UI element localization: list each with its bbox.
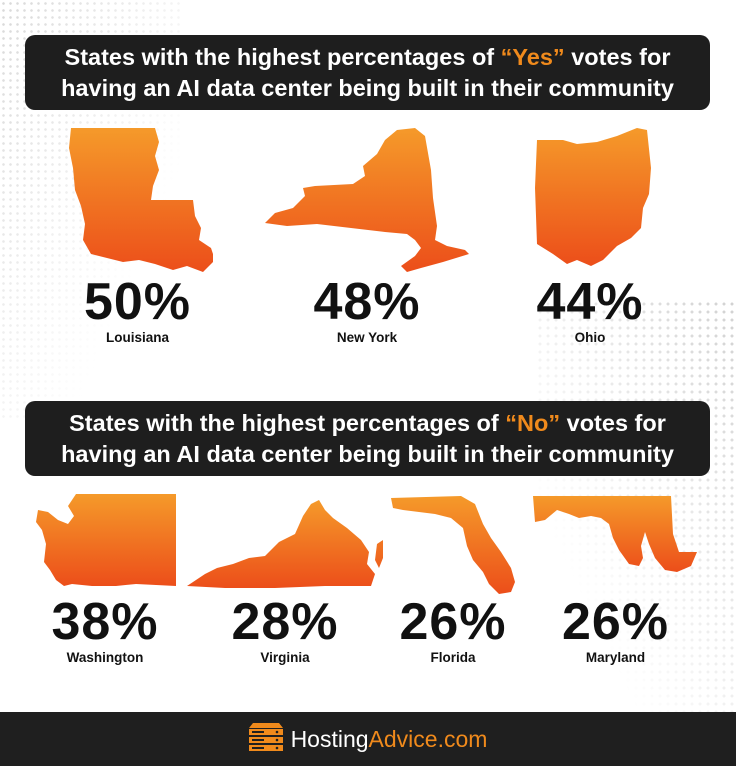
louisiana-map-icon (68, 128, 213, 272)
no-votes-banner: States with the highest percentages of “… (25, 401, 710, 476)
state-ohio: 44% Ohio (510, 128, 670, 346)
florida-label: Florida (430, 650, 476, 665)
brand-part1: Hosting (290, 725, 369, 752)
maryland-map-icon (532, 496, 697, 572)
state-maryland: 26% Maryland (528, 494, 703, 666)
new-york-map-icon (264, 128, 469, 272)
state-louisiana: 50% Louisiana (55, 128, 220, 346)
florida-map-icon (391, 496, 515, 594)
ohio-map-icon (534, 128, 651, 266)
footer-bar: HostingAdvice.com (0, 712, 736, 766)
louisiana-percent: 50% (83, 273, 192, 331)
yes-banner-line1: States with the highest percentages of “… (64, 43, 671, 70)
new-york-label: New York (336, 330, 398, 345)
no-banner-line2: having an AI data center being built in … (61, 440, 674, 467)
brand-logo[interactable]: HostingAdvice.com (291, 726, 488, 753)
virginia-percent: 28% (231, 593, 339, 651)
brand-part2: Advice.com (368, 725, 488, 752)
no-banner-line1: States with the highest percentages of “… (69, 409, 666, 436)
ohio-percent: 44% (536, 273, 644, 331)
state-new-york: 48% New York (262, 128, 472, 346)
maryland-label: Maryland (585, 650, 646, 665)
louisiana-label: Louisiana (105, 330, 169, 345)
maryland-percent: 26% (561, 593, 670, 651)
yes-banner-line2: having an AI data center being built in … (61, 74, 674, 101)
virginia-map-icon (187, 500, 383, 588)
no-highlight: “No” (505, 409, 561, 436)
florida-percent: 26% (399, 593, 507, 651)
state-virginia: 28% Virginia (185, 494, 385, 666)
washington-percent: 38% (51, 593, 159, 651)
ohio-label: Ohio (574, 330, 606, 345)
yes-highlight: “Yes” (500, 43, 565, 70)
washington-map-icon (36, 494, 176, 586)
virginia-label: Virginia (260, 650, 310, 665)
server-stack-icon (248, 722, 283, 756)
state-florida: 26% Florida (383, 494, 523, 666)
state-washington: 38% Washington (30, 494, 180, 666)
washington-label: Washington (66, 650, 144, 665)
yes-votes-banner: States with the highest percentages of “… (25, 35, 710, 110)
new-york-percent: 48% (313, 273, 421, 331)
